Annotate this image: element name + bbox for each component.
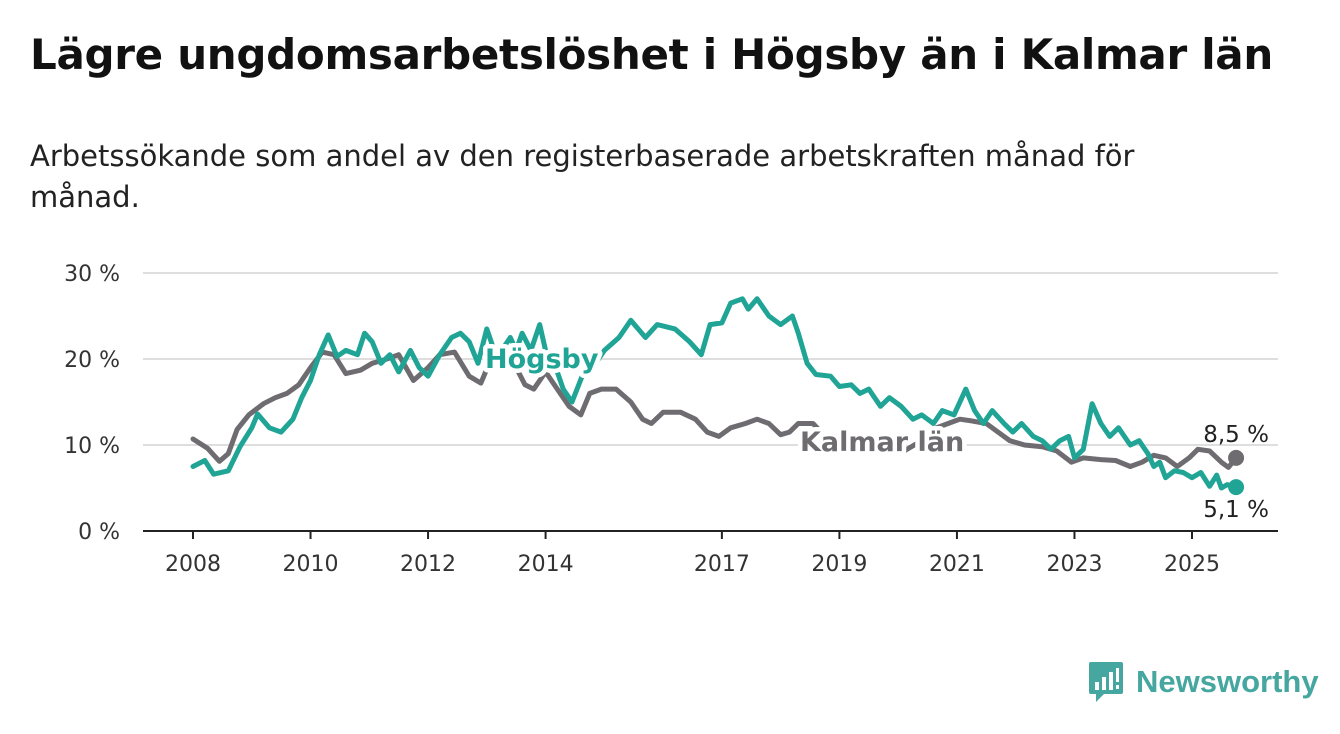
x-tick-label: 2019 bbox=[811, 552, 867, 577]
chart-title: Lägre ungdomsarbetslöshet i Högsby än i … bbox=[30, 30, 1273, 79]
series-line-hogsby bbox=[190, 296, 1239, 491]
x-tick-label: 2017 bbox=[694, 552, 750, 577]
series-label-hogsby: Högsby bbox=[485, 344, 599, 375]
x-tick-label: 2021 bbox=[929, 552, 985, 577]
y-tick-label: 0 % bbox=[78, 520, 120, 545]
series-label-kalmar-lan: Kalmar län bbox=[800, 427, 964, 458]
end-label-hogsby: 5,1 % bbox=[1203, 497, 1269, 523]
x-tick-label: 2008 bbox=[165, 552, 221, 577]
bar-chart-logo-icon bbox=[1089, 662, 1123, 702]
series-line-kalmar-lan bbox=[190, 349, 1239, 470]
newsworthy-logo: Newsworthy bbox=[1088, 660, 1319, 704]
x-tick-label: 2025 bbox=[1164, 552, 1220, 577]
series-label-hogsby-halo: Högsby bbox=[485, 344, 599, 375]
end-point-hogsby bbox=[1228, 479, 1245, 496]
end-label-kalmar-lan: 8,5 % bbox=[1203, 422, 1269, 448]
y-tick-label: 30 % bbox=[64, 262, 120, 287]
grid-lines bbox=[143, 272, 1278, 446]
x-axis: 2008 2010 2012 2014 2017 2019 2021 2023 2025 bbox=[143, 530, 1278, 577]
y-axis-ticks: 0 % 10 % 20 % 30 % bbox=[64, 262, 120, 545]
y-tick-label: 10 % bbox=[64, 434, 120, 459]
chart-subtitle: Arbetssökande som andel av den registerb… bbox=[30, 139, 1135, 214]
y-tick-label: 20 % bbox=[64, 348, 120, 373]
series-lines bbox=[190, 296, 1245, 496]
brand-name: Newsworthy bbox=[1136, 664, 1319, 699]
x-tick-label: 2010 bbox=[283, 552, 339, 577]
end-point-kalmar-lan bbox=[1228, 449, 1245, 466]
x-tick-label: 2014 bbox=[518, 552, 574, 577]
series-label-kalmar-lan-halo: Kalmar län bbox=[800, 427, 964, 458]
x-tick-label: 2012 bbox=[400, 552, 456, 577]
x-tick-label: 2023 bbox=[1046, 552, 1102, 577]
